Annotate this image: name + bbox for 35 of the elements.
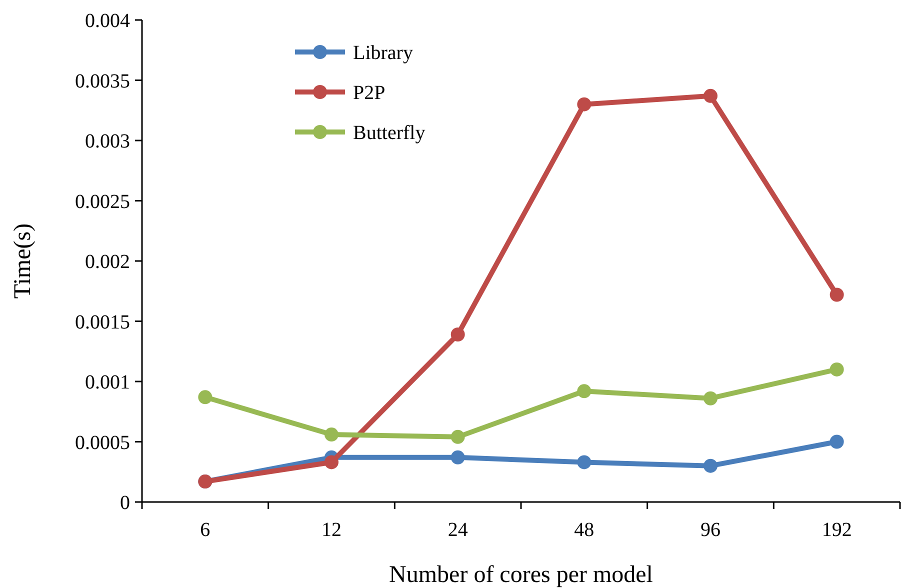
y-tick-label: 0.0015 (75, 311, 130, 334)
y-tick-label: 0.0025 (75, 190, 130, 213)
x-tick-label: 96 (700, 519, 720, 541)
point (450, 430, 465, 444)
point (704, 458, 718, 473)
y-tick-label: 0 (120, 492, 130, 514)
legend-label: Butterfly (353, 122, 426, 144)
y-tick-label: 0.002 (85, 251, 130, 273)
point (324, 428, 338, 442)
point (704, 391, 718, 406)
point (830, 434, 844, 449)
y-tick-label: 0.001 (85, 372, 130, 394)
x-tick-label: 6 (200, 519, 210, 541)
point (830, 288, 844, 302)
point (450, 328, 465, 342)
legend-label: Library (353, 42, 413, 64)
y-tick-label: 0.0005 (75, 432, 130, 454)
x-tick-label: 192 (822, 519, 852, 541)
point (198, 390, 212, 404)
x-axis-title: Number of cores per model (389, 562, 654, 588)
point (830, 362, 844, 376)
point (450, 450, 465, 464)
point (324, 455, 338, 470)
y-axis-title: Time(s) (10, 223, 36, 299)
x-tick-label: 48 (574, 519, 594, 541)
y-tick-label: 0.003 (85, 130, 130, 152)
x-tick-label: 24 (448, 519, 468, 541)
point (577, 455, 592, 470)
point (577, 97, 592, 112)
y-tick-label: 0.004 (85, 10, 130, 32)
point (704, 88, 718, 103)
point (577, 384, 592, 398)
legend-label: P2P (353, 82, 386, 104)
x-tick-label: 12 (322, 519, 342, 541)
y-tick-label: 0.0035 (75, 70, 130, 92)
